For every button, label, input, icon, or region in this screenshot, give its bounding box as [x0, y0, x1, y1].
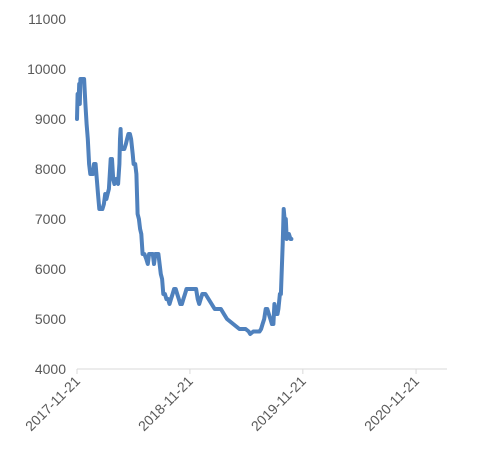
y-tick-label: 4000 — [35, 361, 66, 377]
x-tick-label: 2017-11-21 — [22, 373, 83, 434]
x-tick-label: 2020-11-21 — [361, 373, 422, 434]
x-axis-labels: 2017-11-21 2018-11-21 2019-11-21 2020-11-21 — [22, 373, 422, 434]
y-tick-label: 10000 — [27, 61, 66, 77]
x-tick-label: 2018-11-21 — [135, 373, 196, 434]
y-tick-label: 6000 — [35, 261, 66, 277]
y-tick-label: 7000 — [35, 211, 66, 227]
y-tick-label: 8000 — [35, 161, 66, 177]
y-tick-label: 5000 — [35, 311, 66, 327]
x-tick-label: 2019-11-21 — [248, 373, 309, 434]
series-line — [75, 77, 294, 336]
y-tick-label: 11000 — [28, 11, 66, 27]
x-axis-ticks — [76, 369, 417, 374]
y-tick-label: 9000 — [35, 111, 66, 127]
y-axis-labels: 4000 5000 6000 7000 8000 9000 10000 11000 — [27, 11, 66, 377]
